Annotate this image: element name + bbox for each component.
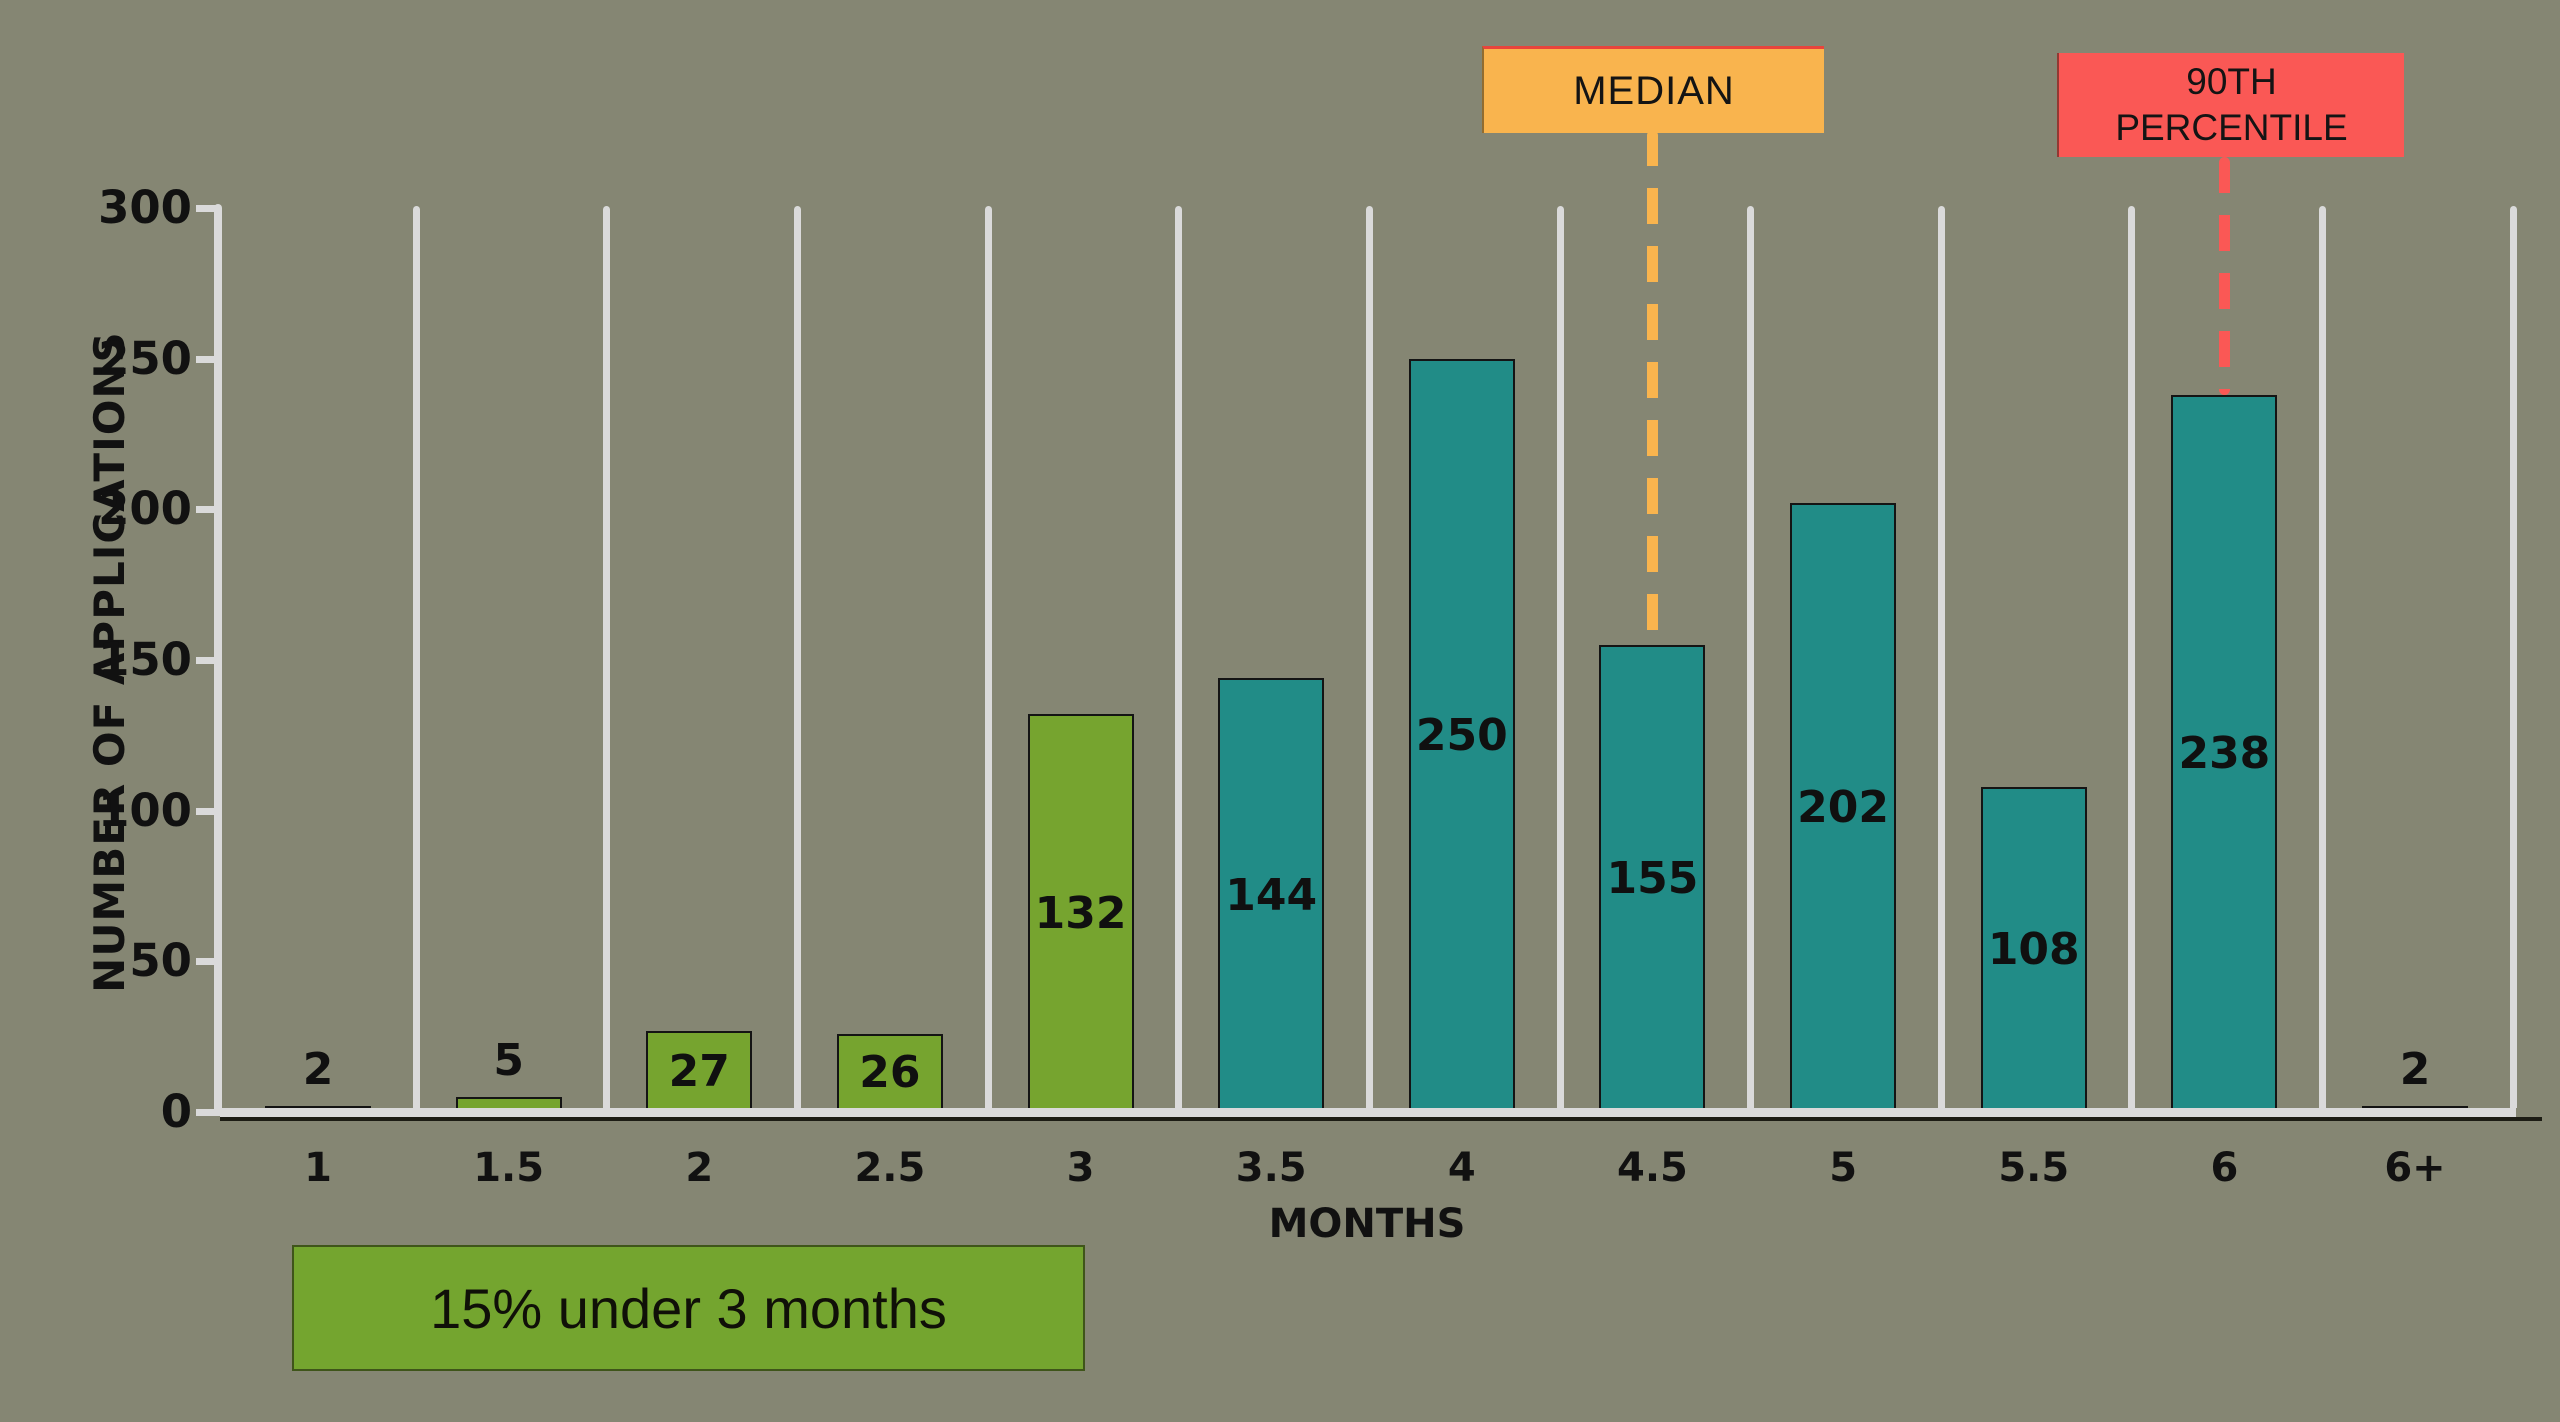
bar-3 (1027, 714, 1134, 1112)
y-tick-mark (196, 205, 218, 212)
gridline (1937, 206, 1945, 1108)
y-tick-mark (196, 355, 218, 363)
y-tick-label: 150 (98, 633, 192, 686)
bar-value-label: 2 (2399, 1044, 2431, 1096)
gridline (603, 206, 611, 1108)
gridline (2128, 206, 2136, 1108)
bar-4.5 (1599, 644, 1706, 1112)
bar-5 (1790, 503, 1897, 1112)
bar-6 (2171, 394, 2278, 1112)
x-tick-label: 4 (1447, 1145, 1476, 1191)
x-tick-label: 3 (1066, 1145, 1095, 1191)
x-tick-label: 2.5 (854, 1145, 926, 1191)
x-tick-label: 2 (685, 1145, 714, 1191)
bar-4 (1408, 358, 1515, 1112)
bar-value-label: 250 (1415, 709, 1508, 761)
callout-box: 15% under 3 months (292, 1245, 1085, 1371)
percentile-dashed-line (2219, 157, 2230, 395)
x-tick-label: 6 (2210, 1145, 2239, 1191)
median-annotation-box: MEDIAN (1482, 46, 1824, 133)
x-tick-label: 1 (304, 1145, 332, 1191)
bar-value-label: 155 (1606, 852, 1699, 904)
gridline (793, 206, 801, 1108)
y-tick-mark (196, 807, 218, 815)
percentile-label-line2: PERCENTILE (2115, 107, 2348, 148)
bar-3.5 (1218, 678, 1325, 1112)
x-tick-label: 3.5 (1235, 1145, 1307, 1191)
bar-value-label: 202 (1797, 782, 1890, 834)
bar-value-label: 108 (1987, 923, 2080, 975)
x-axis-shadow-line (220, 1117, 2542, 1121)
percentile-label-line1: 90TH (2186, 61, 2277, 102)
gridline (2509, 206, 2517, 1108)
gridline (412, 206, 420, 1108)
gridline (1175, 206, 1183, 1108)
y-tick-mark (196, 958, 218, 966)
bar-value-label: 2 (302, 1044, 334, 1096)
gridline (984, 206, 992, 1108)
gridline (2319, 206, 2327, 1108)
y-tick-mark (196, 1109, 218, 1116)
bar-2 (646, 1030, 753, 1112)
y-tick-label: 50 (129, 934, 192, 988)
x-axis-title: MONTHS (1268, 1201, 1466, 1247)
y-tick-mark (196, 506, 218, 514)
y-tick-label: 200 (98, 482, 192, 536)
x-tick-label: 4.5 (1617, 1145, 1688, 1191)
bar-value-label: 26 (859, 1047, 921, 1099)
x-tick-label: 6+ (2384, 1145, 2446, 1191)
y-axis-line (214, 204, 222, 1116)
x-tick-label: 5.5 (1998, 1145, 2070, 1191)
x-tick-label: 5 (1829, 1145, 1858, 1191)
median-label: MEDIAN (1573, 68, 1735, 113)
bar-value-label: 238 (2178, 727, 2271, 779)
y-tick-label: 100 (98, 783, 192, 837)
median-dashed-line (1647, 130, 1658, 646)
bar-value-label: 144 (1225, 869, 1318, 921)
bar-value-label: 132 (1034, 887, 1127, 939)
gridline (1556, 206, 1564, 1108)
y-tick-label: 250 (98, 331, 192, 385)
x-tick-label: 1.5 (473, 1145, 545, 1191)
bar-value-label: 5 (493, 1035, 524, 1087)
callout-label: 15% under 3 months (430, 1276, 947, 1340)
gridline (1747, 206, 1755, 1108)
y-tick-mark (196, 657, 218, 664)
x-axis-line (220, 1108, 2516, 1117)
y-tick-label: 300 (98, 181, 192, 234)
y-tick-label: 0 (160, 1085, 192, 1138)
gridline (1365, 206, 1373, 1108)
bar-value-label: 27 (668, 1045, 730, 1097)
percentile-annotation-box: 90TH PERCENTILE (2057, 53, 2404, 157)
